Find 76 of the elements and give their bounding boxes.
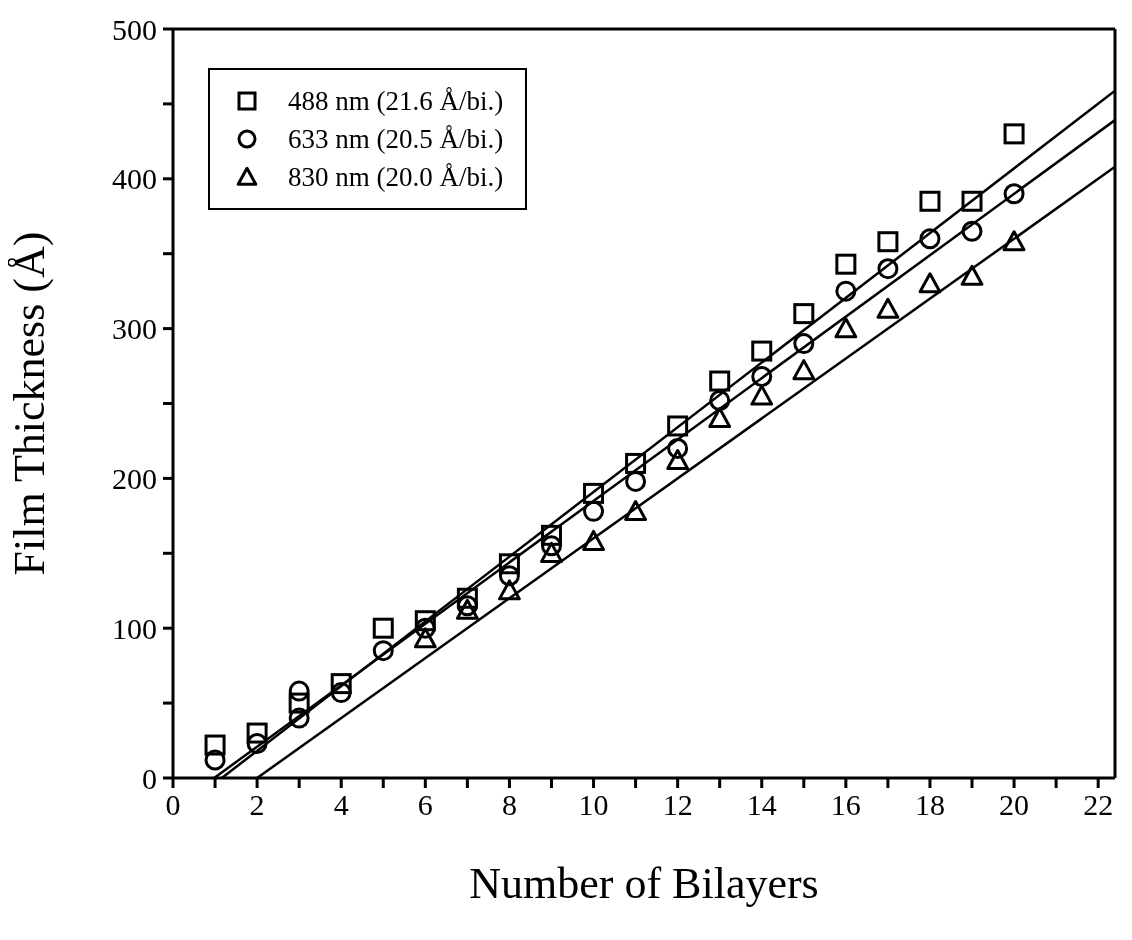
point <box>835 280 857 302</box>
point <box>834 317 858 339</box>
point <box>246 733 268 755</box>
point <box>792 359 816 381</box>
point <box>540 541 563 563</box>
point <box>288 680 310 702</box>
point <box>877 231 899 253</box>
point <box>625 452 647 474</box>
y-axis-title: Film Thickness (Å) <box>4 231 54 576</box>
point <box>540 524 562 546</box>
point <box>330 673 352 695</box>
x-tick-label: 10 <box>578 788 609 822</box>
point <box>372 640 394 662</box>
point <box>793 333 815 355</box>
point <box>835 253 857 275</box>
point <box>204 749 226 771</box>
y-tick-label: 400 <box>112 162 157 196</box>
point <box>625 470 647 492</box>
point <box>877 258 899 280</box>
point <box>919 190 941 212</box>
x-axis-title: Number of Bilayers <box>469 859 819 908</box>
point <box>751 340 773 362</box>
x-tick-label: 14 <box>746 788 777 822</box>
y-tick-label: 200 <box>112 462 157 496</box>
legend-label: 488 nm (21.6 Å/bi.) <box>288 85 504 118</box>
point <box>540 535 562 557</box>
point <box>204 734 226 756</box>
x-tick-label: 0 <box>165 788 181 822</box>
point <box>372 617 394 639</box>
x-tick-label: 16 <box>830 788 861 822</box>
point <box>498 579 521 601</box>
legend-label: 633 nm (20.5 Å/bi.) <box>288 123 504 156</box>
point <box>1002 230 1026 252</box>
point <box>709 370 731 392</box>
point <box>667 437 689 459</box>
point <box>708 407 732 429</box>
point <box>288 692 310 714</box>
point <box>288 707 310 729</box>
point <box>498 565 520 587</box>
point <box>330 682 352 704</box>
x-tick-label: 22 <box>1083 788 1114 822</box>
point <box>583 482 605 504</box>
point <box>709 390 731 411</box>
point <box>876 297 900 319</box>
y-tick-label: 500 <box>112 12 157 46</box>
point <box>919 228 941 250</box>
point <box>918 272 942 294</box>
point <box>498 553 520 575</box>
point <box>1003 183 1025 205</box>
point <box>960 264 984 286</box>
x-tick-label: 18 <box>914 788 945 822</box>
point <box>246 722 268 744</box>
point <box>667 415 689 437</box>
x-tick-label: 4 <box>333 788 349 822</box>
y-tick-label: 0 <box>142 761 157 795</box>
point <box>413 627 437 649</box>
point <box>1003 123 1025 145</box>
point <box>582 529 605 551</box>
point <box>583 500 605 522</box>
y-tick-label: 300 <box>112 312 157 346</box>
point <box>793 303 815 325</box>
point <box>666 449 690 471</box>
x-tick-label: 8 <box>501 788 517 822</box>
point <box>961 190 983 212</box>
point <box>456 587 478 609</box>
legend-label: 830 nm (20.0 Å/bi.) <box>288 161 504 194</box>
x-tick-label: 12 <box>662 788 693 822</box>
point <box>751 366 773 388</box>
point <box>750 384 774 406</box>
point <box>414 610 436 632</box>
x-tick-label: 6 <box>417 788 433 822</box>
x-tick-label: 2 <box>249 788 265 822</box>
x-tick-label: 20 <box>999 788 1030 822</box>
point <box>624 499 647 521</box>
point <box>961 220 983 242</box>
y-tick-label: 100 <box>112 611 157 645</box>
